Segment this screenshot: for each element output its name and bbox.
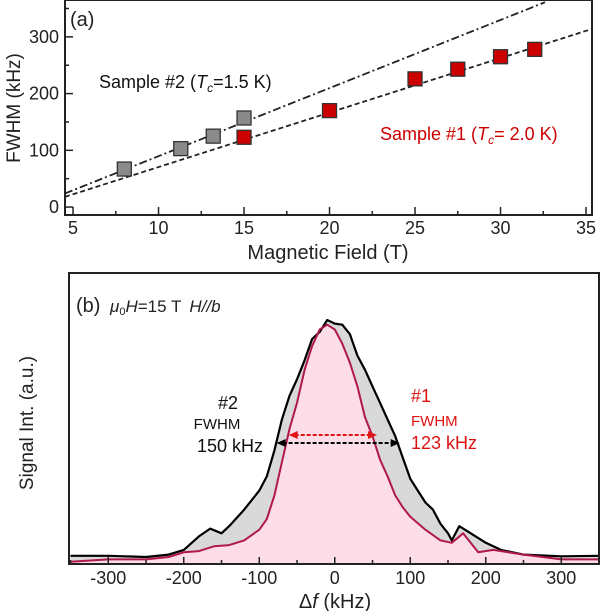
sample-1-fwhm-label: FWHM bbox=[411, 413, 458, 430]
x-tick-label: 10 bbox=[149, 218, 169, 238]
sample-2-tag: #2 bbox=[218, 393, 238, 413]
legend-sample-1: Sample #1 (Tc= 2.0 K) bbox=[380, 124, 558, 147]
data-point bbox=[236, 129, 252, 145]
y-tick-label: 300 bbox=[29, 27, 59, 47]
panel-b-ylabel: Signal Int. (a.u.) bbox=[17, 356, 38, 490]
x-tick-label: -100 bbox=[241, 568, 277, 588]
x-tick-label: 0 bbox=[330, 568, 340, 588]
panel-b: -300 -200 -100 0 100 200 300 (b) μ0H=15 T H//b … bbox=[17, 272, 600, 611]
x-tick-label: 300 bbox=[546, 568, 576, 588]
data-point bbox=[205, 128, 221, 144]
sample-2-fwhm-label: FWHM bbox=[194, 416, 241, 433]
y-tick-label: 200 bbox=[29, 84, 59, 104]
panel-a-xlabel: Magnetic Field (T) bbox=[247, 242, 408, 264]
panel-b-condition: μ0H=15 T H//b bbox=[109, 297, 221, 318]
panel-b-ticks: -300 -200 -100 0 100 200 300 bbox=[69, 557, 600, 588]
data-point bbox=[450, 61, 466, 77]
x-tick-label: 35 bbox=[576, 218, 596, 238]
x-tick-label: 15 bbox=[234, 218, 254, 238]
sample-2-fwhm-value: 150 kHz bbox=[197, 436, 263, 456]
x-tick-label: -300 bbox=[90, 568, 126, 588]
panel-a-label: (a) bbox=[70, 9, 94, 31]
fit-line-1 bbox=[65, 1, 546, 195]
sample-1-area bbox=[70, 324, 599, 563]
panel-b-xlabel: Δf (kHz) bbox=[299, 591, 371, 611]
panel-a-plot-marks bbox=[65, 1, 592, 198]
sample-2-line bbox=[70, 318, 600, 559]
panel-b-label: (b) bbox=[76, 295, 100, 317]
panel-a-ticks: 5 10 15 20 25 30 35 0 100 200 300 bbox=[29, 7, 596, 238]
fwhm-arrow-sample-2-left-head bbox=[276, 439, 286, 447]
data-point bbox=[321, 102, 338, 119]
fwhm-arrow-sample-1-left-head bbox=[288, 431, 298, 439]
data-point bbox=[236, 110, 252, 126]
panel-b-frame bbox=[68, 272, 600, 565]
data-point bbox=[492, 49, 509, 65]
data-point bbox=[173, 140, 189, 157]
panel-a-frame bbox=[64, 0, 593, 216]
x-tick-label: 5 bbox=[68, 218, 78, 238]
legend-sample-2: Sample #2 (Tc=1.5 K) bbox=[99, 72, 272, 95]
panel-a-ylabel: FWHM (kHz) bbox=[4, 53, 25, 163]
data-point bbox=[407, 71, 423, 87]
x-tick-label: 100 bbox=[395, 568, 425, 588]
sample-1-fwhm-value: 123 kHz bbox=[411, 433, 477, 453]
sample-1-line bbox=[70, 323, 599, 563]
x-tick-label: 30 bbox=[491, 218, 511, 238]
panel-a: 5 10 15 20 25 30 35 0 100 200 300 (a) Sample #2 (T… bbox=[4, 0, 596, 264]
fwhm-arrow-sample-2-right-head bbox=[390, 439, 400, 447]
panel-b-plot-marks bbox=[70, 318, 600, 563]
x-tick-label: 20 bbox=[320, 218, 340, 238]
x-tick-label: 200 bbox=[471, 568, 501, 588]
data-point bbox=[116, 161, 132, 177]
y-tick-label: 100 bbox=[29, 140, 59, 160]
data-point bbox=[527, 41, 543, 58]
fwhm-arrow-sample-1-right-head bbox=[368, 431, 378, 439]
x-tick-label: 25 bbox=[405, 218, 425, 238]
sample-1-tag: #1 bbox=[411, 386, 431, 406]
x-tick-label: -200 bbox=[166, 568, 202, 588]
y-tick-label: 0 bbox=[49, 197, 59, 217]
